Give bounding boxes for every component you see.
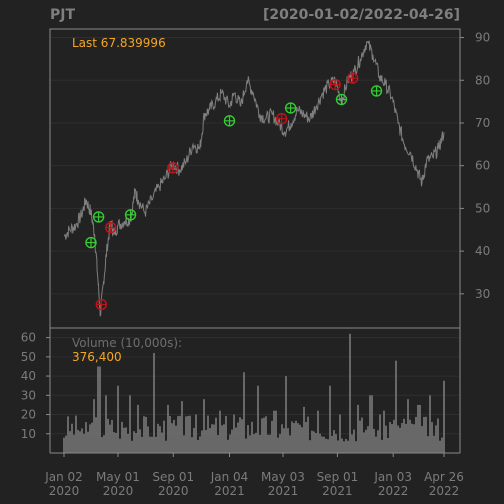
volume-tick-label: 50 xyxy=(21,350,36,364)
sell-signal-marker xyxy=(167,162,179,174)
buy-signal-marker xyxy=(335,93,348,106)
x-tick-year-label: 2022 xyxy=(378,484,409,498)
sell-signal-marker xyxy=(105,221,117,234)
x-tick-year-label: 2021 xyxy=(214,484,245,498)
volume-tick-label: 40 xyxy=(21,369,36,383)
buy-signal-marker xyxy=(124,209,137,221)
x-tick-year-label: 2020 xyxy=(49,484,80,498)
x-tick-year-label: 2022 xyxy=(429,484,460,498)
price-tick-label: 90 xyxy=(475,31,490,45)
volume-last-value: 376,400 xyxy=(72,350,122,364)
x-tick-label: May 03 xyxy=(261,470,305,484)
x-tick-label: Sep 01 xyxy=(152,470,194,484)
price-tick-label: 40 xyxy=(475,244,490,258)
price-tick-label: 80 xyxy=(475,73,490,87)
x-tick-label: Jan 04 xyxy=(210,470,249,484)
price-tick-label: 70 xyxy=(475,116,490,130)
sell-signal-marker xyxy=(347,72,359,84)
x-tick-year-label: 2021 xyxy=(322,484,353,498)
volume-tick-label: 10 xyxy=(21,427,36,441)
x-tick-label: Jan 02 xyxy=(44,470,83,484)
buy-signal-marker xyxy=(284,102,297,114)
buy-signal-marker xyxy=(92,211,105,223)
price-tick-label: 50 xyxy=(475,201,490,215)
price-tick-label: 60 xyxy=(475,159,490,173)
buy-signal-marker xyxy=(223,115,236,127)
x-tick-year-label: 2020 xyxy=(103,484,134,498)
x-tick-label: Apr 26 xyxy=(424,470,464,484)
sell-signal-marker xyxy=(275,112,288,125)
sell-signal-marker xyxy=(95,298,108,311)
x-tick-year-label: 2021 xyxy=(268,484,299,498)
volume-tick-label: 20 xyxy=(21,408,36,422)
sell-signal-marker xyxy=(329,78,341,91)
volume-panel: 10 20 30 40 50 60 xyxy=(21,327,461,454)
buy-signal-marker xyxy=(85,236,97,249)
volume-tick-label: 60 xyxy=(21,331,36,345)
symbol-title: PJT xyxy=(50,7,75,23)
x-tick-label: May 01 xyxy=(96,470,140,484)
price-tick-label: 30 xyxy=(475,287,490,301)
price-line xyxy=(63,40,445,317)
price-panel: 30 40 50 60 70 80 90 xyxy=(49,28,490,329)
last-price-label: Last 67.839996 xyxy=(72,36,166,50)
x-tick-label: Jan 03 xyxy=(373,470,412,484)
buy-signal-marker xyxy=(370,85,383,97)
volume-tick-label: 30 xyxy=(21,388,36,402)
date-range-title: [2020-01-02/2022-04-26] xyxy=(263,7,460,23)
x-tick-label: Sep 01 xyxy=(317,470,359,484)
x-tick-year-label: 2020 xyxy=(158,484,189,498)
volume-title: Volume (10,000s): xyxy=(72,336,182,350)
